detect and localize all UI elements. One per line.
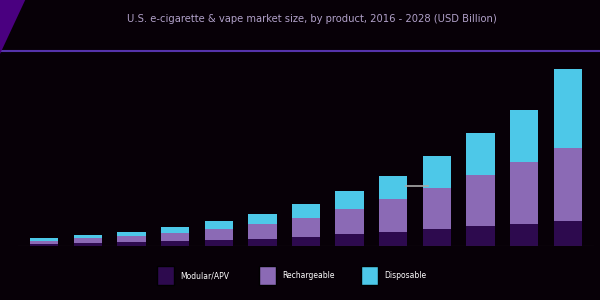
Bar	[74, 238, 102, 243]
Bar	[292, 204, 320, 218]
Bar	[292, 237, 320, 246]
Bar	[117, 232, 146, 236]
Bar	[117, 236, 146, 242]
Bar	[466, 133, 495, 175]
Bar	[292, 218, 320, 237]
Bar	[335, 191, 364, 209]
Bar	[554, 221, 582, 246]
FancyBboxPatch shape	[361, 266, 378, 285]
Bar	[554, 69, 582, 148]
FancyBboxPatch shape	[259, 266, 276, 285]
Text: Modular/APV: Modular/APV	[180, 271, 229, 280]
Bar	[74, 243, 102, 246]
FancyBboxPatch shape	[157, 266, 174, 285]
Bar	[510, 110, 538, 162]
Bar	[117, 242, 146, 246]
Bar	[379, 200, 407, 232]
Text: Disposable: Disposable	[384, 271, 426, 280]
Bar	[30, 244, 58, 246]
Bar	[423, 188, 451, 229]
Bar	[205, 221, 233, 229]
Bar	[466, 175, 495, 226]
Bar	[74, 235, 102, 238]
Text: U.S. e-cigarette & vape market size, by product, 2016 - 2028 (USD Billion): U.S. e-cigarette & vape market size, by …	[127, 14, 497, 24]
Bar	[161, 227, 189, 232]
Bar	[379, 176, 407, 200]
Bar	[554, 148, 582, 221]
Bar	[510, 162, 538, 224]
Bar	[423, 229, 451, 246]
Bar	[248, 214, 277, 224]
Bar	[248, 224, 277, 238]
Bar	[30, 241, 58, 244]
Bar	[30, 238, 58, 241]
Bar	[335, 209, 364, 234]
Bar	[205, 240, 233, 246]
Bar	[379, 232, 407, 246]
Bar	[205, 229, 233, 240]
Bar	[510, 224, 538, 246]
Bar	[335, 234, 364, 246]
Text: Rechargeable: Rechargeable	[282, 271, 335, 280]
Bar	[161, 241, 189, 246]
Bar	[423, 156, 451, 188]
Polygon shape	[0, 0, 25, 54]
Bar	[161, 232, 189, 241]
Bar	[248, 238, 277, 246]
Bar	[466, 226, 495, 246]
